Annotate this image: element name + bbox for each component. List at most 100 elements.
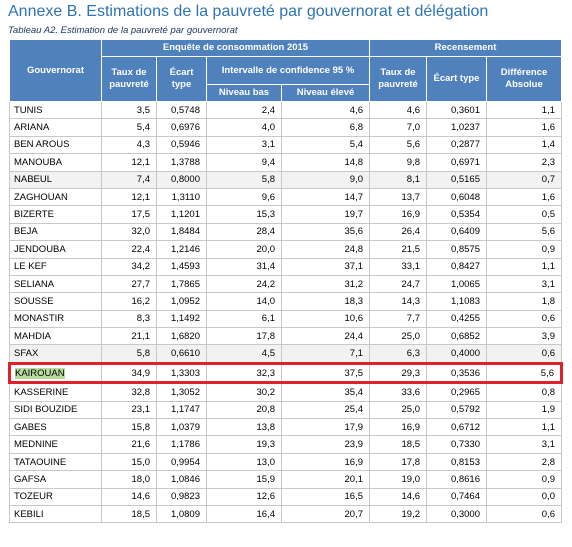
governorate-name: TATAOUINE — [14, 456, 67, 468]
value-cell: 0,9954 — [156, 452, 207, 472]
value-cell: 0,5354 — [426, 205, 487, 224]
table-row: SOUSSE 16,2 1,0952 14,0 18,3 14,3 1,1083 1,8 — [9, 292, 563, 311]
value-cell: 0,5792 — [426, 400, 487, 420]
value-cell: 37,1 — [281, 257, 370, 276]
governorate-name: SIDI BOUZIDE — [14, 404, 78, 416]
value-cell: 17,8 — [369, 452, 427, 472]
column-header: Intervalle de confidence 95 % — [206, 56, 370, 85]
value-cell: 0,6976 — [156, 118, 207, 137]
value-cell: 24,7 — [369, 274, 427, 294]
value-cell: 4,5 — [206, 344, 282, 364]
value-cell: 17,8 — [206, 327, 282, 346]
value-cell: 23,9 — [281, 435, 370, 454]
column-header: Niveau élevé — [281, 84, 370, 102]
value-cell: 14,6 — [101, 487, 157, 506]
value-cell: 0,2877 — [426, 135, 487, 155]
value-cell: 0,8427 — [426, 257, 487, 276]
governorate-name: GABES — [14, 421, 47, 433]
value-cell: 1,0809 — [156, 504, 207, 524]
value-cell: 0,6712 — [426, 418, 487, 437]
value-cell: 6,3 — [369, 344, 427, 364]
value-cell: 1,1492 — [156, 309, 207, 329]
value-cell: 18,3 — [281, 292, 370, 311]
value-cell: 26,4 — [369, 222, 427, 242]
value-cell: 6,8 — [281, 118, 370, 137]
value-cell: 1,9 — [485, 400, 563, 420]
value-cell: 27,7 — [101, 274, 157, 294]
value-cell: 28,4 — [206, 222, 282, 242]
value-cell: 0,8 — [485, 382, 563, 402]
value-cell: 1,7865 — [156, 274, 207, 294]
value-cell: 1,0846 — [156, 470, 207, 489]
value-cell: 7,1 — [281, 344, 370, 364]
governorate-name: LE KEF — [14, 261, 47, 273]
table-row: MAHDIA 21,1 1,6820 17,8 24,4 25,0 0,6852 3,9 — [9, 327, 563, 346]
value-cell: 13,0 — [206, 452, 282, 472]
value-cell: 0,5 — [485, 205, 563, 224]
value-cell: 20,7 — [281, 504, 370, 524]
table-row: ARIANA 5,4 0,6976 4,0 6,8 7,0 1,0237 1,6 — [9, 118, 563, 137]
value-cell: 2,4 — [206, 100, 282, 120]
value-cell: 24,2 — [206, 274, 282, 294]
value-cell: 9,6 — [206, 187, 282, 207]
value-cell: 0,8153 — [426, 452, 487, 472]
value-cell: 1,0237 — [426, 118, 487, 137]
value-cell: 1,1 — [485, 418, 563, 437]
table-row: KASSERINE 32,8 1,3052 30,2 35,4 33,6 0,2965 0,8 — [9, 382, 563, 402]
value-cell: 1,6 — [485, 187, 563, 207]
group-header: Recensement — [368, 39, 563, 57]
value-cell: 18,5 — [369, 435, 427, 454]
value-cell: 5,6 — [369, 135, 427, 155]
value-cell: 19,7 — [281, 205, 370, 224]
value-cell: 3,1 — [206, 135, 282, 155]
value-cell: 8,3 — [101, 309, 157, 329]
value-cell: 5,4 — [281, 135, 370, 155]
value-cell: 12,1 — [101, 187, 157, 207]
value-cell: 32,3 — [206, 361, 282, 385]
column-header: Écart type — [426, 56, 487, 102]
governorate-cell: BEJA — [9, 222, 102, 242]
value-cell: 15,3 — [206, 205, 282, 224]
value-cell: 1,1 — [485, 100, 563, 120]
governorate-cell: MAHDIA — [9, 327, 102, 346]
value-cell: 3,1 — [485, 274, 563, 294]
value-cell: 0,4000 — [426, 344, 487, 364]
value-cell: 15,0 — [101, 452, 157, 472]
table-row: TATAOUINE 15,0 0,9954 13,0 16,9 17,8 0,8153 2,8 — [9, 452, 563, 472]
governorate-cell: TUNIS — [9, 100, 102, 120]
value-cell: 1,1201 — [156, 205, 207, 224]
value-cell: 1,3303 — [156, 361, 207, 385]
value-cell: 25,0 — [369, 400, 427, 420]
value-cell: 12,1 — [101, 153, 157, 172]
governorate-name: BIZERTE — [14, 209, 54, 221]
value-cell: 20,0 — [206, 240, 282, 259]
governorate-name: JENDOUBA — [14, 243, 66, 255]
value-cell: 34,2 — [101, 257, 157, 276]
poverty-table: Gouvernorat Enquête de consommation 2015… — [8, 39, 564, 524]
value-cell: 34,9 — [101, 361, 157, 385]
value-cell: 16,9 — [369, 418, 427, 437]
value-cell: 1,1747 — [156, 400, 207, 420]
value-cell: 16,9 — [369, 205, 427, 224]
value-cell: 7,0 — [369, 118, 427, 137]
value-cell: 0,5946 — [156, 135, 207, 155]
column-header: Taux de pauvreté — [369, 56, 427, 102]
value-cell: 3,5 — [101, 100, 157, 120]
value-cell: 0,6409 — [426, 222, 487, 242]
governorate-name: BEN AROUS — [14, 139, 70, 151]
value-cell: 0,2965 — [426, 382, 487, 402]
governorate-cell: TOZEUR — [9, 487, 102, 506]
value-cell: 0,6971 — [426, 153, 487, 172]
governorate-cell: JENDOUBA — [9, 240, 102, 259]
governorate-name: GAFSA — [14, 473, 47, 485]
governorate-cell: KAIROUAN — [8, 361, 102, 385]
table-row: LE KEF 34,2 1,4593 31,4 37,1 33,1 0,8427 1,1 — [9, 257, 563, 276]
value-cell: 9,0 — [281, 170, 370, 189]
table-row: SFAX 5,8 0,6610 4,5 7,1 6,3 0,4000 0,6 — [9, 344, 563, 364]
governorate-cell: GAFSA — [9, 470, 102, 489]
value-cell: 31,2 — [281, 274, 370, 294]
value-cell: 0,5165 — [426, 170, 487, 189]
table-row: BEJA 32,0 1,8484 28,4 35,6 26,4 0,6409 5,6 — [9, 222, 563, 242]
value-cell: 15,9 — [206, 470, 282, 489]
